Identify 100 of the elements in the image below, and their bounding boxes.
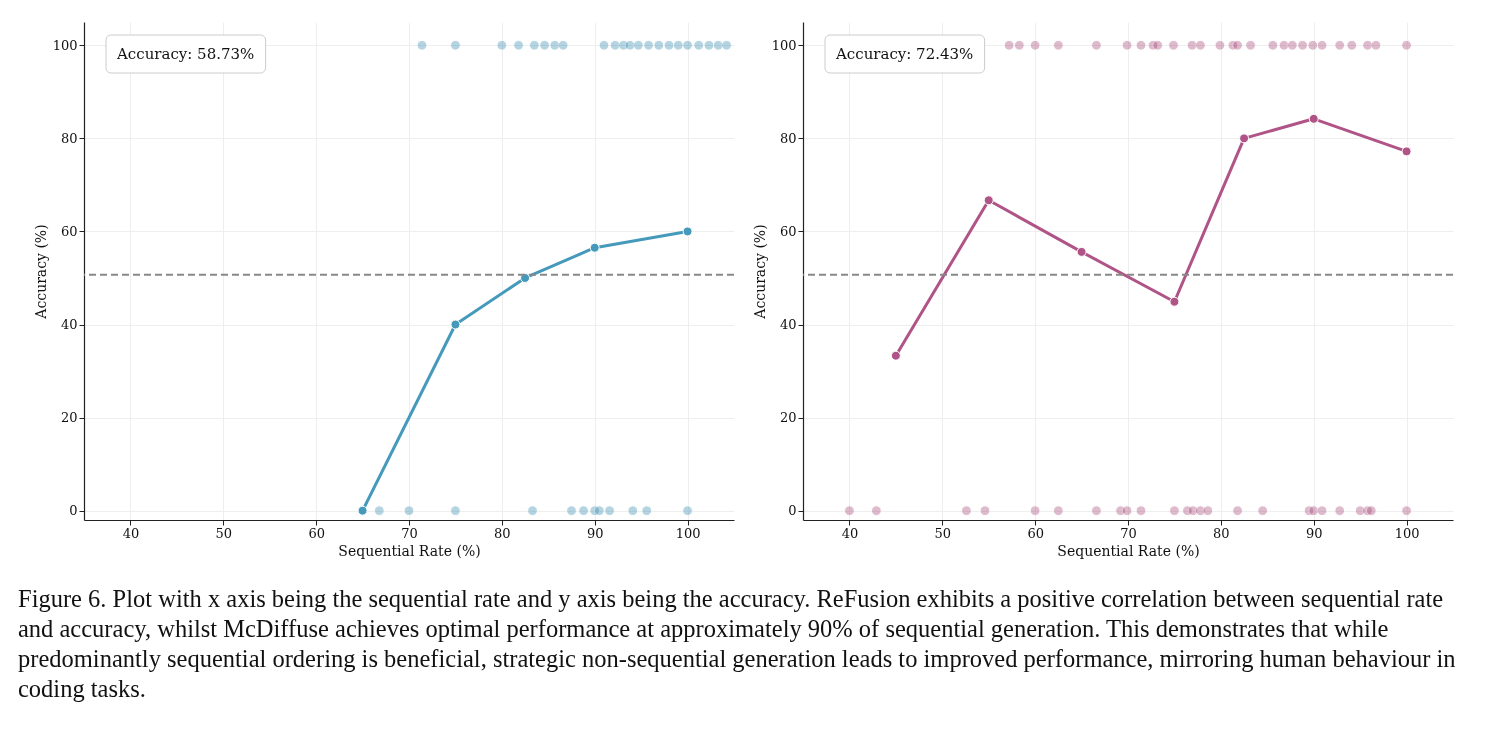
y-tick-label: 100 [52,37,78,53]
point [870,505,882,517]
point [403,505,415,517]
point [1297,39,1308,51]
point [1029,505,1041,517]
y-axis-title: Accuracy (%) [751,224,768,320]
point [1308,113,1319,124]
y-axis-title: Accuracy (%) [32,224,49,320]
point [1401,146,1412,157]
x-tick-label: 70 [401,525,418,541]
point [643,39,654,51]
point [1232,505,1243,517]
point [450,39,461,51]
point [557,39,569,51]
point [1052,505,1064,517]
point [627,505,639,517]
y-tick-label: 20 [60,410,78,426]
point [641,505,653,517]
y-tick-label: 40 [779,317,797,333]
point [1245,39,1256,51]
point [1362,39,1373,51]
y-tick-label: 80 [60,130,78,146]
point [1091,505,1102,517]
x-axis-title: Sequential Rate (%) [1057,542,1200,559]
point [890,350,901,361]
x-tick-label: 100 [1394,525,1420,541]
point [450,319,461,330]
point [693,39,705,51]
point [1135,505,1147,517]
x-tick-label: 50 [215,525,233,541]
x-tick-label: 80 [1213,525,1230,541]
x-tick-label: 70 [1120,525,1137,541]
point [1052,39,1064,51]
y-tick-label: 40 [60,317,78,333]
point [682,39,693,51]
y-tick-label: 20 [779,410,797,426]
y-tick-label: 0 [69,503,78,519]
point [1135,39,1147,51]
y-tick-label: 80 [779,130,797,146]
point [1239,133,1250,144]
x-axis-title: Sequential Rate (%) [338,542,481,559]
point [578,505,589,517]
x-tick-label: 100 [675,525,701,541]
point [1232,39,1243,51]
point [1195,39,1206,51]
x-tick-label: 90 [586,525,604,541]
point [682,505,693,517]
y-tick-label: 0 [788,503,797,519]
point [513,39,524,51]
point [566,505,577,517]
annotation: Accuracy: 72.43% [835,45,974,63]
point [373,505,385,517]
x-tick-label: 80 [494,525,511,541]
point [1169,296,1180,307]
x-tick-label: 60 [1027,525,1044,541]
x-tick-label: 60 [308,525,325,541]
x-tick-label: 90 [1305,525,1323,541]
point [1013,39,1025,51]
point [1267,39,1279,51]
point [1202,505,1214,517]
y-tick-label: 60 [779,223,797,239]
annotation: Accuracy: 58.73% [116,45,255,63]
point [416,39,428,51]
x-tick-label: 40 [841,525,859,541]
y-tick-label: 100 [771,37,797,53]
point [1152,39,1164,51]
point [653,39,665,51]
point [1346,39,1358,51]
point [663,39,675,51]
point [450,505,461,517]
point [1334,39,1346,51]
point [527,505,538,517]
point [1076,246,1087,257]
point [961,505,972,517]
point [609,39,621,51]
point [593,505,605,517]
point [703,39,715,51]
point [528,39,540,51]
point [1401,39,1412,51]
point [682,226,693,237]
caption: Figure 6. Plot with x axis being the sequential rate and y axis being the accuracy. ReFusion exhibits a positive correlation between sequential rate and accuracy, whilst McDiffuse achieves optimal performance at approximately 90% of sequential generation. This demonstrates that while predominantly sequential ordering is beneficial, strategic non-sequential generation leads to improved performance, mirroring human behaviour in coding tasks. [18,584,1457,704]
point [1365,505,1377,517]
point [1091,39,1102,51]
point [1316,505,1328,517]
y-tick-label: 60 [60,223,78,239]
x-tick-label: 40 [122,525,140,541]
point [589,242,600,253]
point [1401,505,1412,517]
point [604,505,615,517]
point [721,39,732,51]
x-tick-label: 50 [934,525,952,541]
point [979,505,991,517]
point [983,195,994,206]
point [598,39,610,51]
point [1334,505,1346,517]
point [1308,505,1320,517]
point [844,505,855,517]
point [1168,39,1179,51]
point [1169,505,1180,517]
point [632,39,644,51]
